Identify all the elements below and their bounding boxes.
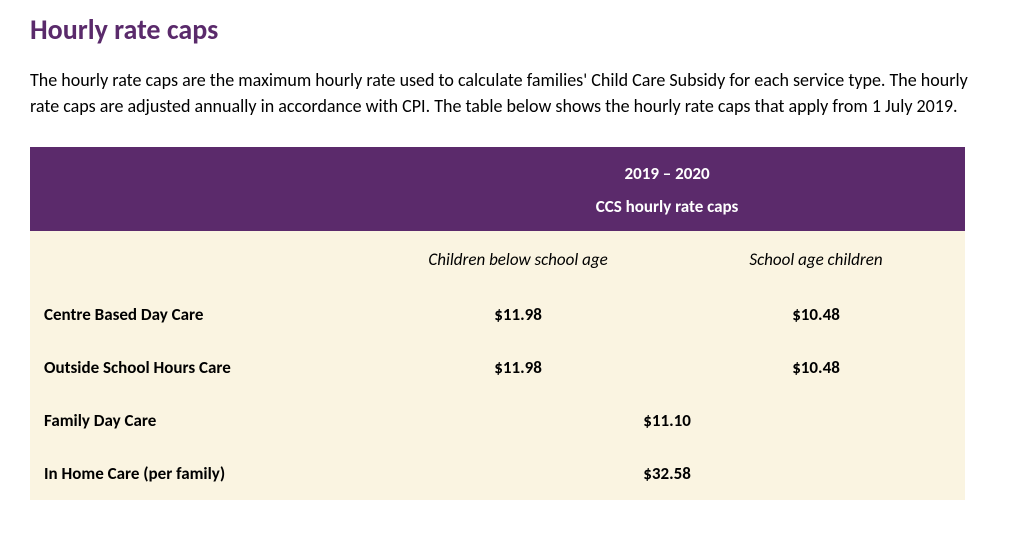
table-row: Family Day Care$11.10 [30,394,965,447]
row-below-school-value: $11.98 [369,288,667,341]
row-school-age-value: $10.48 [667,288,965,341]
row-label: Outside School Hours Care [30,341,369,394]
row-label: In Home Care (per family) [30,447,369,500]
table-header-blank-top [30,147,369,190]
subheader-below-school: Children below school age [369,231,667,288]
subheader-school-age: School age children [667,231,965,288]
rate-caps-table: 2019 – 2020 CCS hourly rate caps Childre… [30,147,965,500]
row-merged-value: $11.10 [369,394,965,447]
row-label: Family Day Care [30,394,369,447]
table-row: Centre Based Day Care$11.98$10.48 [30,288,965,341]
table-row: In Home Care (per family)$32.58 [30,447,965,500]
table-body: Children below school age School age chi… [30,231,965,500]
row-below-school-value: $11.98 [369,341,667,394]
row-school-age-value: $10.48 [667,341,965,394]
row-label: Centre Based Day Care [30,288,369,341]
table-header-period: 2019 – 2020 [369,147,965,190]
table-header-blank-bottom [30,190,369,231]
intro-paragraph: The hourly rate caps are the maximum hou… [30,67,985,119]
table-row: Outside School Hours Care$11.98$10.48 [30,341,965,394]
table-subheader-row: Children below school age School age chi… [30,231,965,288]
subheader-blank [30,231,369,288]
page-title: Hourly rate caps [30,12,985,47]
table-header-subtitle: CCS hourly rate caps [369,190,965,231]
row-merged-value: $32.58 [369,447,965,500]
